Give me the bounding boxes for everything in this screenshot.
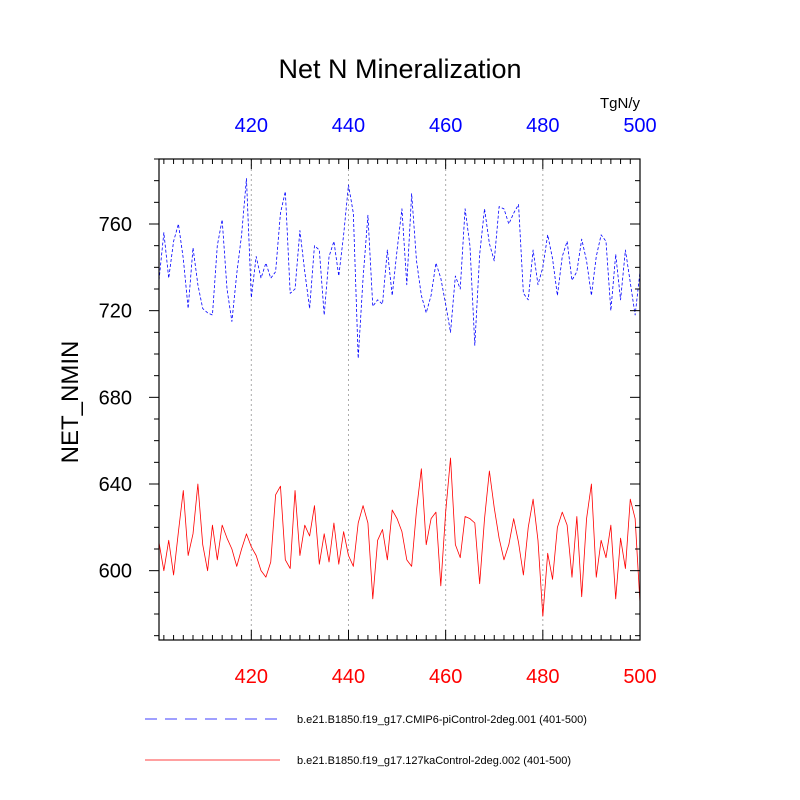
x-tick-label-bottom-460: 460 (429, 666, 462, 688)
x-tick-label-top-460: 460 (429, 115, 462, 137)
series-line-2 (158, 457, 641, 617)
y-tick-label-760: 760 (99, 214, 132, 236)
gridlines (250, 159, 544, 640)
x-tick-label-top-480: 480 (526, 115, 559, 137)
plot-frame (158, 158, 641, 641)
y-axis-label: NET_NMIN (57, 341, 84, 464)
axes: 420 420 440 440 460 460 480 480 500 500 600 640 680 7… (99, 115, 657, 688)
x-tick-label-bottom-440: 440 (332, 666, 365, 688)
x-tick-label-bottom-500: 500 (623, 666, 656, 688)
x-tick-label-bottom-480: 480 (526, 666, 559, 688)
y-tick-label-600: 600 (99, 561, 132, 583)
legend-label-2: b.e21.B1850.f19_g17.127kaControl-2deg.00… (297, 755, 571, 767)
x-tick-label-top-500: 500 (623, 115, 656, 137)
units-label: TgN/y (600, 95, 641, 112)
y-tick-label-640: 640 (99, 474, 132, 496)
legend-label-1: b.e21.B1850.f19_g17.CMIP6-piControl-2deg… (297, 714, 587, 726)
series-line-1 (158, 178, 641, 359)
series-layer (158, 178, 641, 617)
chart-title: Net N Mineralization (278, 54, 521, 84)
x-tick-label-bottom-420: 420 (235, 666, 268, 688)
y-tick-label-720: 720 (99, 301, 132, 323)
x-tick-label-top-420: 420 (235, 115, 268, 137)
y-tick-label-680: 680 (99, 387, 132, 409)
legend: b.e21.B1850.f19_g17.CMIP6-piControl-2deg… (145, 714, 587, 767)
x-tick-label-top-440: 440 (332, 115, 365, 137)
